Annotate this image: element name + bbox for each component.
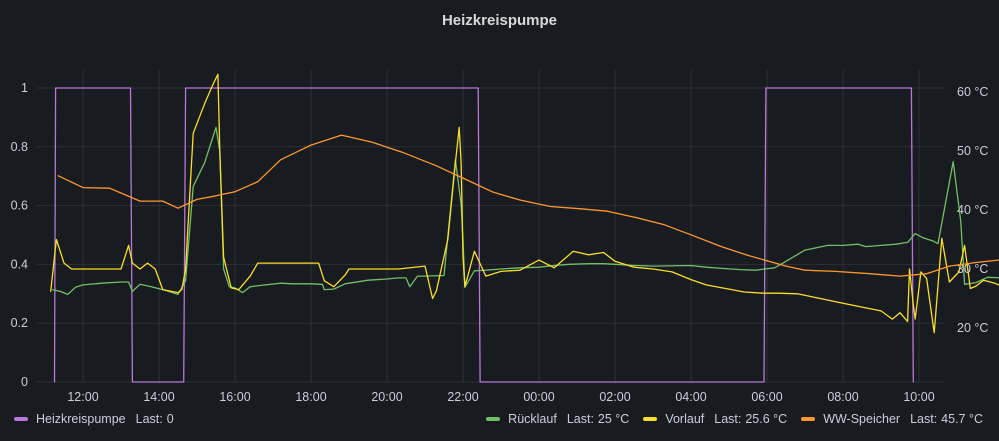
legend-last-label: Last:: [566, 412, 594, 426]
x-tick-label: 12:00: [67, 390, 98, 404]
legend-last-label: Last:: [910, 412, 938, 426]
y-left-tick-label: 0.4: [11, 257, 28, 271]
series-line-heizkreispumpe: [53, 87, 914, 383]
legend-series-name: Vorlauf: [665, 412, 705, 426]
y-left-tick-label: 0.8: [11, 140, 28, 154]
legend-swatch: [801, 417, 816, 421]
y-right-tick-label: 20 °C: [957, 321, 988, 335]
legend-series-name: Heizkreispumpe: [36, 412, 126, 426]
y-left-tick-label: 1: [21, 81, 28, 95]
legend-swatch: [486, 417, 501, 421]
legend-item[interactable]: Vorlauf Last: 25.6 °C: [643, 412, 787, 426]
x-tick-label: 16:00: [219, 390, 250, 404]
legend-swatch: [643, 417, 658, 421]
x-tick-label: 18:00: [295, 390, 326, 404]
legend-right: Rücklauf Last: 25 °C Vorlauf Last: 25.6 °C WW-…: [486, 410, 983, 428]
series-line-ww-speicher: [57, 134, 999, 277]
y-left-tick-label: 0: [21, 375, 28, 389]
legend-item[interactable]: WW-Speicher Last: 45.7 °C: [801, 412, 983, 426]
x-tick-label: 06:00: [751, 390, 782, 404]
y-left-tick-label: 0.2: [11, 316, 28, 330]
legend-series-name: WW-Speicher: [823, 412, 901, 426]
x-tick-label: 20:00: [371, 390, 402, 404]
x-tick-label: 04:00: [675, 390, 706, 404]
legend-last-label: Last:: [135, 412, 163, 426]
y-right-tick-label: 30 °C: [957, 262, 988, 276]
x-tick-label: 00:00: [523, 390, 554, 404]
legend-swatch: [14, 417, 28, 421]
legend-last-label: Last:: [714, 412, 742, 426]
x-tick-label: 22:00: [447, 390, 478, 404]
legend-last-value: 45.7 °C: [941, 412, 983, 426]
legend-left: Heizkreispumpe Last: 0: [14, 410, 188, 428]
y-right-tick-label: 40 °C: [957, 203, 988, 217]
legend-series-name: Rücklauf: [508, 412, 557, 426]
legend-last-value: 25 °C: [597, 412, 630, 426]
x-tick-label: 14:00: [143, 390, 174, 404]
legend-last-value: 25.6 °C: [745, 412, 788, 426]
x-tick-label: 10:00: [903, 390, 934, 404]
y-right-tick-label: 50 °C: [957, 144, 988, 158]
series-line-r-cklauf: [51, 126, 999, 296]
legend-item[interactable]: Heizkreispumpe Last: 0: [14, 412, 174, 426]
x-tick-label: 02:00: [599, 390, 630, 404]
y-right-tick-label: 60 °C: [957, 85, 988, 99]
legend-item[interactable]: Rücklauf Last: 25 °C: [486, 412, 629, 426]
legend-last-value: 0: [166, 412, 174, 426]
x-tick-label: 08:00: [827, 390, 858, 404]
series-line-vorlauf: [50, 73, 999, 334]
y-left-tick-label: 0.6: [11, 199, 28, 213]
panel-title: Heizkreispumpe: [441, 12, 558, 29]
